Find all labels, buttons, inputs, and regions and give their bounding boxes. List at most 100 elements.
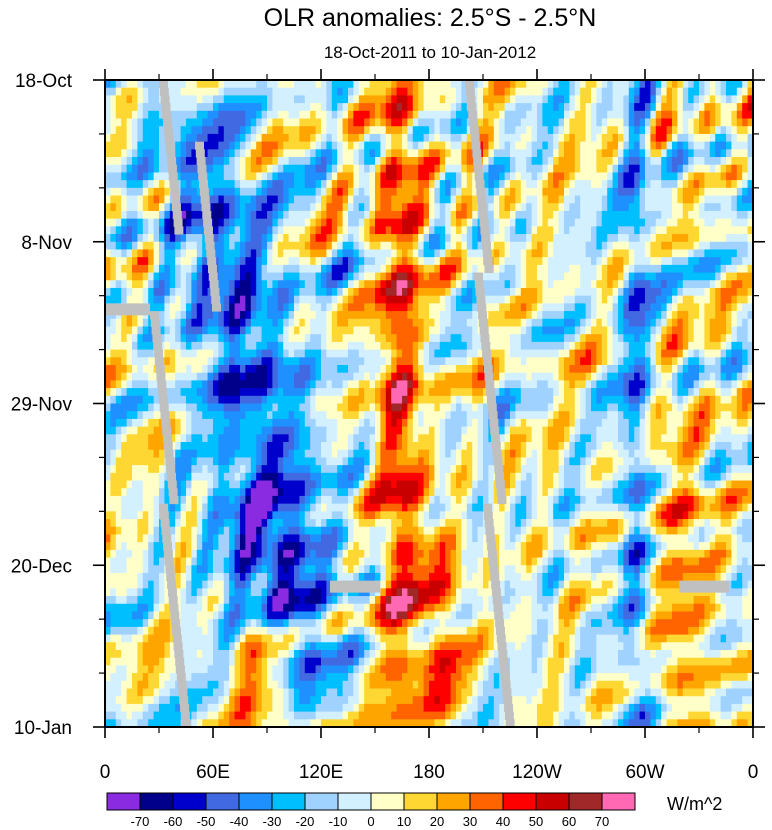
heatmap-cell — [126, 580, 133, 589]
heatmap-cell — [159, 572, 165, 582]
heatmap-cell — [353, 465, 360, 474]
heatmap-cell — [407, 711, 414, 720]
heatmap-cell — [245, 480, 252, 489]
heatmap-cell — [423, 203, 430, 212]
heatmap-cell — [385, 295, 392, 304]
heatmap-cell — [353, 226, 360, 235]
heatmap-cell — [326, 696, 333, 705]
heatmap-cell — [115, 696, 122, 705]
heatmap-cell — [423, 133, 430, 143]
heatmap-cell — [148, 588, 155, 597]
heatmap-cell — [337, 341, 344, 351]
heatmap-cell — [294, 180, 300, 189]
heatmap-cell — [175, 596, 182, 605]
heatmap-cell — [331, 657, 338, 666]
heatmap-cell — [407, 503, 414, 512]
heatmap-cell — [353, 680, 360, 690]
heatmap-cell — [207, 203, 214, 212]
heatmap-cell — [283, 565, 290, 574]
heatmap-cell — [191, 403, 198, 412]
heatmap-cell — [180, 311, 187, 320]
heatmap-cell — [385, 395, 392, 405]
heatmap-cell — [423, 303, 430, 312]
heatmap-cell — [396, 580, 403, 589]
heatmap-cell — [153, 495, 160, 505]
heatmap-cell — [137, 326, 144, 335]
heatmap-cell — [229, 180, 236, 189]
heatmap-cell — [142, 580, 149, 589]
heatmap-cell — [288, 264, 295, 274]
heatmap-cell — [256, 234, 263, 243]
heatmap-cell — [283, 118, 290, 127]
heatmap-cell — [191, 303, 198, 312]
heatmap-cell — [261, 465, 268, 474]
heatmap-cell — [348, 149, 354, 158]
heatmap-cell — [256, 680, 263, 690]
heatmap-cell — [218, 272, 225, 281]
heatmap-cell — [423, 110, 430, 120]
heatmap-cell — [110, 565, 117, 574]
heatmap-cell — [283, 341, 290, 351]
heatmap-cell — [407, 210, 414, 220]
heatmap-cell — [240, 418, 246, 428]
heatmap-cell — [272, 449, 279, 459]
heatmap-cell — [375, 673, 381, 682]
heatmap-cell — [169, 534, 176, 543]
heatmap-cell — [234, 665, 241, 674]
heatmap-cell — [207, 703, 214, 713]
heatmap-cell — [148, 149, 155, 158]
heatmap-cell — [369, 103, 376, 112]
heatmap-cell — [375, 642, 381, 651]
heatmap-cell — [250, 326, 257, 335]
heatmap-cell — [294, 480, 300, 489]
heatmap-cell — [218, 126, 225, 135]
heatmap-cell — [240, 149, 246, 158]
heatmap-cell — [229, 249, 236, 258]
heatmap-cell — [234, 318, 241, 328]
heatmap-cell — [105, 126, 111, 135]
heatmap-cell — [348, 403, 354, 412]
heatmap-cell — [250, 257, 257, 266]
heatmap-cell — [202, 696, 209, 705]
heatmap-cell — [115, 95, 122, 104]
heatmap-cell — [186, 449, 192, 459]
heatmap-cell — [153, 87, 160, 96]
heatmap-cell — [294, 234, 300, 243]
heatmap-cell — [191, 80, 198, 89]
heatmap-cell — [261, 665, 268, 674]
heatmap-cell — [186, 218, 192, 227]
heatmap-cell — [169, 372, 176, 381]
heatmap-cell — [331, 680, 338, 690]
heatmap-cell — [364, 180, 371, 189]
heatmap-cell — [245, 157, 252, 166]
heatmap-cell — [391, 334, 398, 343]
heatmap-cell — [256, 311, 263, 320]
heatmap-cell — [326, 572, 333, 582]
heatmap-cell — [337, 118, 344, 127]
heatmap-cell — [375, 411, 381, 420]
heatmap-cell — [304, 180, 311, 189]
heatmap-cell — [288, 249, 295, 258]
heatmap-cell — [277, 603, 284, 613]
heatmap-cell — [277, 272, 284, 281]
heatmap-cell — [326, 380, 333, 389]
heatmap-cell — [126, 426, 133, 435]
heatmap-cell — [423, 326, 430, 335]
heatmap-cell — [148, 218, 155, 227]
heatmap-cell — [137, 642, 144, 651]
heatmap-cell — [348, 264, 354, 274]
heatmap-cell — [229, 126, 236, 135]
heatmap-cell — [218, 264, 225, 274]
heatmap-cell — [337, 619, 344, 628]
heatmap-cell — [315, 210, 322, 220]
heatmap-cell — [110, 411, 117, 420]
heatmap-cell — [175, 341, 182, 351]
heatmap-cell — [148, 542, 155, 551]
heatmap-cell — [207, 118, 214, 127]
heatmap-cell — [391, 542, 398, 551]
heatmap-cell — [391, 449, 398, 459]
heatmap-cell — [159, 673, 165, 682]
heatmap-cell — [369, 180, 376, 189]
heatmap-cell — [105, 503, 111, 512]
heatmap-cell — [369, 133, 376, 143]
